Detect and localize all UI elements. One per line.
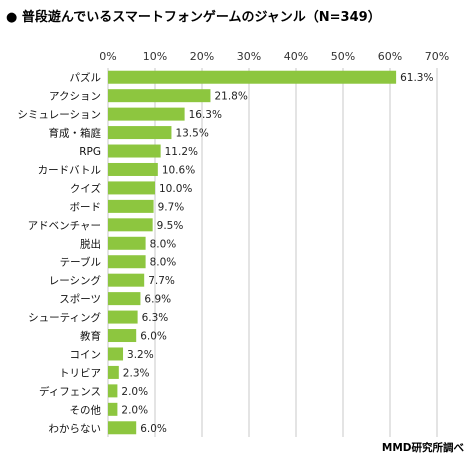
value-label: 10.0% [159,183,192,195]
category-label: レーシング [49,274,102,287]
x-tick-label: 40% [284,50,308,63]
bar [108,199,154,213]
x-tick-label: 20% [190,50,214,63]
source-note: MMD研究所調べ [382,441,465,454]
x-tick-label: 70% [425,50,449,63]
category-label: 脱出 [80,237,101,250]
bar [108,236,146,250]
value-label: 10.6% [162,164,195,176]
value-label: 2.3% [123,367,150,379]
gridlines [107,68,438,437]
value-label: 6.0% [140,331,167,343]
value-label: 6.0% [140,423,167,435]
x-tick-label: 30% [237,50,261,63]
bar [108,347,124,361]
value-label: 2.0% [121,404,148,416]
category-label: アドベンチャー [28,220,101,232]
category-label: パズル [70,71,102,84]
x-tick-label: 10% [143,50,167,63]
value-label: 16.3% [189,109,222,121]
category-label: スポーツ [59,294,101,306]
bar [108,126,172,140]
x-tick-label: 60% [378,50,402,63]
value-labels: 61.3% 21.8% 16.3% 13.5% 11.2% 10.6% 10.0% 9.7% 9… [121,72,433,435]
category-label: コイン [70,349,102,361]
x-tick-label: 50% [331,50,355,63]
category-label: カードバトル [38,164,101,176]
value-label: 21.8% [214,91,247,103]
category-label: ディフェンス [39,385,101,398]
value-label: 2.0% [121,386,148,398]
category-label: 育成・箱庭 [49,127,102,140]
category-label: 教育 [80,330,101,343]
category-label: ボード [70,201,102,213]
bar [108,384,118,398]
bar [108,310,138,324]
value-label: 6.3% [142,312,169,324]
bar [108,107,185,121]
bar [108,273,145,287]
chart-title: ● 普段遊んでいるスマートフォンゲームのジャンル（N=349） [6,9,381,25]
bar [108,144,161,158]
value-label: 13.5% [175,128,208,140]
category-label: シミュレーション [17,109,101,121]
value-label: 61.3% [400,72,433,84]
category-label: トリビア [59,367,101,379]
bar [108,292,141,306]
bar [108,421,137,435]
value-label: 8.0% [150,257,177,269]
value-label: 6.9% [144,294,171,306]
bar [108,402,118,416]
bar [108,365,119,379]
category-label: クイズ [70,182,101,195]
value-label: 7.7% [148,275,175,287]
bar [108,255,146,269]
bar [108,181,155,195]
category-label: RPG [79,146,101,158]
bar [108,70,397,84]
value-label: 3.2% [127,349,154,361]
bar [108,162,158,176]
category-label: テーブル [60,256,101,269]
category-label: わからない [49,423,102,435]
value-label: 8.0% [150,238,177,250]
value-label: 9.5% [157,220,184,232]
value-label: 11.2% [165,146,198,158]
bars [108,70,397,435]
category-label: アクション [49,91,101,103]
category-label: シューティング [28,311,101,324]
x-tick-label: 0% [99,50,116,63]
bar [108,329,137,343]
bar [108,218,153,232]
bar [108,89,211,103]
x-axis-ticks: 0% 10% 20% 30% 40% 50% 60% 70% [99,50,449,63]
value-label: 9.7% [158,201,185,213]
category-label: その他 [70,403,102,416]
